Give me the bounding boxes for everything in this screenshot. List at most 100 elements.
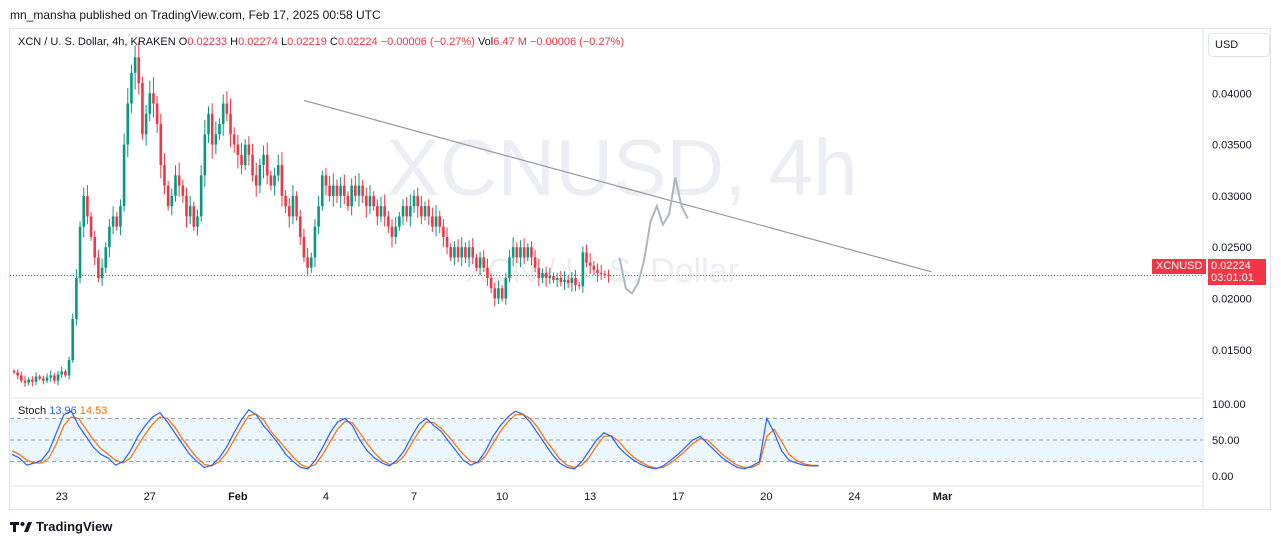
legend-vol-label: Vol: [477, 36, 494, 48]
legend-change: −0.00006 (−0.27%): [380, 36, 475, 48]
chart-frame: [9, 28, 1271, 510]
date-tick-label: 20: [760, 491, 772, 503]
date-tick-label: Mar: [933, 491, 953, 503]
candle-body: [401, 206, 405, 217]
candle-body: [412, 195, 416, 207]
candle-body: [592, 265, 596, 270]
candle-body: [133, 57, 137, 73]
stoch-label[interactable]: Stoch: [18, 405, 47, 417]
candle-body: [383, 206, 386, 217]
currency-selector[interactable]: USD: [1208, 33, 1270, 57]
candle-body: [214, 134, 218, 145]
candle-body: [60, 371, 64, 375]
stoch-tick-label: 0.00: [1212, 471, 1233, 483]
candle-body: [203, 134, 207, 176]
legend-close: 0.02224: [337, 36, 378, 48]
legend-symbol[interactable]: XCN / U. S. Dollar, 4h, KRAKEN: [18, 36, 176, 48]
candle-body: [434, 216, 438, 227]
candle-body: [431, 216, 434, 227]
candle-body: [23, 380, 27, 383]
candle-body: [276, 165, 280, 176]
candle-body: [111, 216, 115, 227]
candle-body: [42, 378, 45, 381]
legend-high-label: H: [230, 36, 239, 48]
resistance-trendline[interactable]: [303, 99, 932, 273]
projection-path[interactable]: [618, 177, 689, 295]
candle-body: [232, 134, 236, 145]
candle-body: [423, 206, 427, 217]
price-tick-label: 0.02000: [1212, 294, 1252, 306]
candle-body: [460, 247, 464, 258]
stoch-d-value: 14.53: [79, 405, 108, 417]
candle-body: [247, 144, 251, 155]
candle-body: [343, 185, 346, 196]
candle-body: [530, 247, 533, 258]
candle-body: [533, 257, 537, 268]
candle-body: [192, 206, 196, 227]
candle-body: [607, 274, 610, 276]
candle-body: [53, 375, 56, 381]
candle-body: [570, 277, 574, 284]
candle-body: [588, 262, 592, 266]
candle-body: [511, 247, 515, 258]
candle-body: [379, 206, 383, 217]
legend-low-label: L: [280, 36, 288, 48]
candle-body: [49, 375, 52, 378]
candle-body: [376, 206, 379, 217]
candle-body: [20, 375, 23, 381]
candle-body: [265, 154, 269, 176]
legend-close-label: C: [329, 36, 338, 48]
candle-body: [119, 206, 122, 227]
candle-body: [207, 113, 210, 135]
candle-body: [603, 273, 607, 275]
candle-body: [475, 257, 478, 268]
stoch-d-line: [11, 413, 819, 469]
candle-body: [405, 206, 408, 217]
candle-body: [86, 195, 89, 217]
candle-body: [559, 277, 563, 283]
date-tick-label: 17: [672, 491, 684, 503]
price-tick-label: 0.03500: [1212, 140, 1252, 152]
chart-legend: XCN / U. S. Dollar, 4h, KRAKEN O0.02233 …: [18, 36, 624, 48]
publish-caption: mn_mansha published on TradingView.com, …: [10, 8, 381, 22]
tradingview-wordmark: TradingView: [36, 519, 113, 534]
candle-body: [225, 103, 229, 114]
candle-body: [585, 252, 588, 263]
candle-body: [489, 277, 493, 289]
last-price-tag: 0.02224 03:01:01: [1208, 259, 1266, 285]
candle-body: [361, 185, 364, 196]
candle-body: [504, 277, 508, 299]
candle-body: [387, 216, 390, 227]
candle-body: [240, 154, 243, 166]
candle-body: [122, 144, 126, 207]
candle-body: [64, 371, 67, 376]
candle-body: [298, 216, 302, 237]
candle-body: [365, 195, 368, 207]
candle-body: [130, 72, 133, 104]
footer-brand[interactable]: TradingView: [10, 519, 112, 534]
legend-low: 0.02219: [287, 36, 327, 48]
candle-body: [471, 247, 475, 258]
candle-body: [262, 154, 265, 166]
candle-body: [12, 371, 16, 373]
stoch-k-value: 13.96: [49, 405, 77, 417]
candle-body: [38, 376, 41, 379]
tradingview-logo-icon: [10, 521, 32, 532]
candle-body: [526, 247, 530, 258]
candle-body: [390, 226, 394, 237]
price-tick-label: 0.04000: [1212, 88, 1252, 100]
candle-body: [284, 195, 287, 207]
candle-body: [34, 376, 38, 382]
candle-body: [464, 247, 467, 258]
candle-body: [67, 360, 71, 376]
legend-open: 0.02233: [187, 36, 228, 48]
candle-body: [75, 277, 78, 320]
candle-body: [210, 113, 214, 145]
candle-body: [596, 269, 599, 273]
candle-body: [541, 272, 544, 278]
candle-body: [152, 93, 155, 104]
candle-body: [420, 206, 423, 217]
candle-body: [320, 175, 324, 207]
candle-body: [163, 165, 166, 186]
